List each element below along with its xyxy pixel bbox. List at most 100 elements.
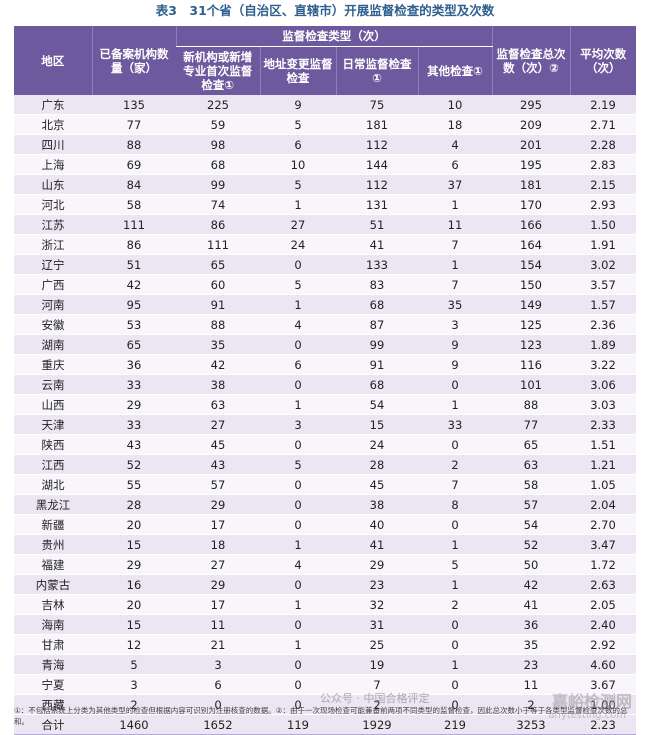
cell-new: 3: [176, 654, 260, 675]
cell-new: 35: [176, 334, 260, 355]
cell-avg: 1.00: [570, 694, 636, 715]
cell-other: 0: [418, 514, 492, 535]
cell-routine: 133: [336, 254, 418, 275]
cell-addr: 5: [260, 274, 336, 295]
cell-addr: 5: [260, 174, 336, 195]
table-row: 黑龙江 28 29 0 38 8 57 2.04: [14, 494, 636, 515]
cell-other: 0: [418, 694, 492, 715]
cell-filed: 55: [92, 474, 176, 495]
total-cell-routine: 1929: [336, 714, 418, 735]
cell-new: 74: [176, 194, 260, 215]
table-row: 江苏 111 86 27 51 11 166 1.50: [14, 214, 636, 235]
cell-addr: 10: [260, 154, 336, 175]
cell-avg: 1.72: [570, 554, 636, 575]
table-row: 河南 95 91 1 68 35 149 1.57: [14, 294, 636, 315]
cell-avg: 2.70: [570, 514, 636, 535]
cell-avg: 2.63: [570, 574, 636, 595]
table-row: 天津 33 27 3 15 33 77 2.33: [14, 414, 636, 435]
cell-filed: 3: [92, 674, 176, 695]
table-row: 河北 58 74 1 131 1 170 2.93: [14, 194, 636, 215]
cell-filed: 42: [92, 274, 176, 295]
cell-other: 1: [418, 194, 492, 215]
cell-region: 天津: [14, 414, 92, 435]
cell-total: 36: [492, 614, 570, 635]
cell-total: 57: [492, 494, 570, 515]
cell-addr: 24: [260, 234, 336, 255]
cell-filed: 111: [92, 214, 176, 235]
watermark-logo-text: 嘉峪检测网: [551, 692, 632, 711]
table-row: 西藏 2 0 0 2 0 2 1.00: [14, 694, 636, 715]
cell-filed: 135: [92, 95, 176, 115]
cell-addr: 1: [260, 534, 336, 555]
cell-addr: 1: [260, 634, 336, 655]
header-address-change: 地址变更监督检查: [259, 46, 336, 95]
cell-avg: 2.19: [570, 95, 636, 115]
cell-filed: 86: [92, 234, 176, 255]
cell-total: 88: [492, 394, 570, 415]
cell-addr: 4: [260, 554, 336, 575]
watermark-url: anytesting.com: [548, 710, 626, 721]
cell-filed: 28: [92, 494, 176, 515]
cell-avg: 2.33: [570, 414, 636, 435]
cell-new: 27: [176, 414, 260, 435]
cell-region: 山东: [14, 174, 92, 195]
cell-routine: 15: [336, 414, 418, 435]
table-row: 江西 52 43 5 28 2 63 1.21: [14, 454, 636, 475]
table-row: 甘肃 12 21 1 25 0 35 2.92: [14, 634, 636, 655]
cell-region: 浙江: [14, 234, 92, 255]
cell-avg: 1.57: [570, 294, 636, 315]
cell-avg: 1.50: [570, 214, 636, 235]
cell-filed: 43: [92, 434, 176, 455]
cell-addr: 6: [260, 134, 336, 155]
cell-filed: 69: [92, 154, 176, 175]
cell-new: 45: [176, 434, 260, 455]
cell-region: 福建: [14, 554, 92, 575]
cell-total: 63: [492, 454, 570, 475]
cell-other: 10: [418, 95, 492, 115]
cell-routine: 68: [336, 294, 418, 315]
header-filed-count: 已备案机构数量（家）: [91, 26, 176, 95]
cell-total: 150: [492, 274, 570, 295]
cell-avg: 1.21: [570, 454, 636, 475]
header-inspection-type-group: 监督检查类型（次）: [175, 26, 492, 47]
cell-new: 65: [176, 254, 260, 275]
cell-avg: 3.67: [570, 674, 636, 695]
cell-other: 1: [418, 534, 492, 555]
cell-other: 0: [418, 434, 492, 455]
cell-addr: 5: [260, 114, 336, 135]
cell-addr: 0: [260, 374, 336, 395]
cell-total: 58: [492, 474, 570, 495]
cell-routine: 24: [336, 434, 418, 455]
cell-new: 21: [176, 634, 260, 655]
cell-other: 8: [418, 494, 492, 515]
cell-total: 170: [492, 194, 570, 215]
cell-total: 164: [492, 234, 570, 255]
table-row: 陕西 43 45 0 24 0 65 1.51: [14, 434, 636, 455]
cell-other: 7: [418, 474, 492, 495]
cell-other: 1: [418, 394, 492, 415]
cell-total: 195: [492, 154, 570, 175]
cell-new: 86: [176, 214, 260, 235]
cell-routine: 87: [336, 314, 418, 335]
table-row: 贵州 15 18 1 41 1 52 3.47: [14, 534, 636, 555]
cell-new: 42: [176, 354, 260, 375]
cell-filed: 33: [92, 374, 176, 395]
table-row: 海南 15 11 0 31 0 36 2.40: [14, 614, 636, 635]
cell-total: 154: [492, 254, 570, 275]
cell-region: 广西: [14, 274, 92, 295]
cell-other: 1: [418, 654, 492, 675]
cell-filed: 52: [92, 454, 176, 475]
cell-routine: 83: [336, 274, 418, 295]
table-row: 内蒙古 16 29 0 23 1 42 2.63: [14, 574, 636, 595]
header-avg-times: 平均次数（次）: [569, 26, 636, 95]
cell-new: 6: [176, 674, 260, 695]
cell-total: 52: [492, 534, 570, 555]
cell-region: 吉林: [14, 594, 92, 615]
cell-addr: 0: [260, 474, 336, 495]
cell-region: 四川: [14, 134, 92, 155]
cell-routine: 131: [336, 194, 418, 215]
cell-total: 11: [492, 674, 570, 695]
cell-routine: 19: [336, 654, 418, 675]
cell-filed: 20: [92, 514, 176, 535]
cell-addr: 0: [260, 254, 336, 275]
